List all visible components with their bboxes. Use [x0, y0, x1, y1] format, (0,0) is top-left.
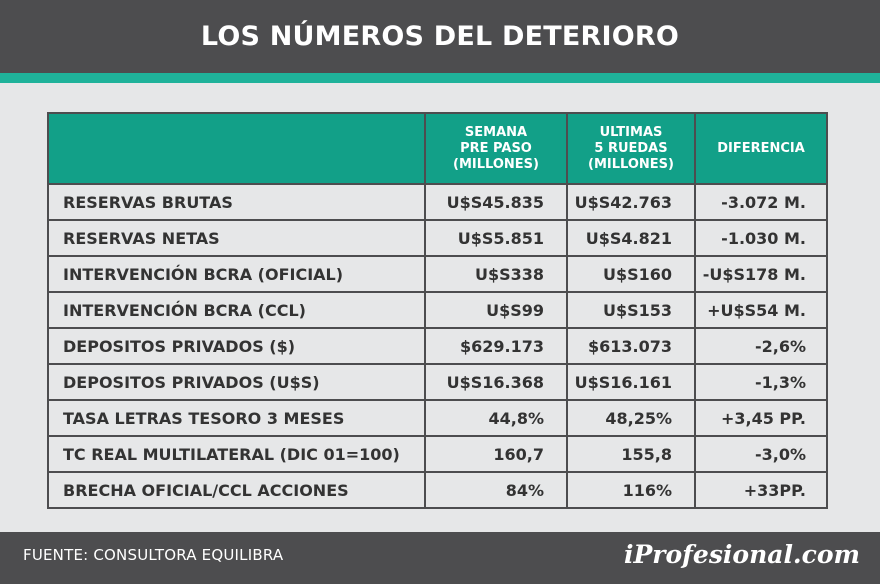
header-line: (MILLONES)	[453, 156, 539, 172]
value-pre-paso: $629.173	[424, 328, 568, 365]
header-cell-diferencia: DIFERENCIA	[694, 112, 828, 185]
header-line: SEMANA	[464, 124, 528, 140]
header-cell-pre-paso: SEMANA PRE PASO (MILLONES)	[424, 112, 568, 185]
value-pre-paso: 160,7	[424, 436, 568, 473]
value-ultimas: U$S4.821	[566, 220, 696, 257]
value-ultimas: U$S153	[566, 292, 696, 329]
page-title: LOS NÚMEROS DEL DETERIORO	[200, 21, 680, 52]
row-label: INTERVENCIÓN BCRA (OFICIAL)	[47, 256, 426, 293]
row-label: DEPOSITOS PRIVADOS ($)	[47, 328, 426, 365]
value-diferencia: -U$S178 M.	[694, 256, 828, 293]
value-ultimas: $613.073	[566, 328, 696, 365]
header-line: ULTIMAS	[599, 124, 663, 140]
header-cell-ultimas: ULTIMAS 5 RUEDAS (MILLONES)	[566, 112, 696, 185]
table-row: RESERVAS BRUTAS U$S45.835 U$S42.763 -3.072 …	[47, 184, 828, 221]
data-table: SEMANA PRE PASO (MILLONES) ULTIMAS 5 RUEDAS…	[47, 112, 828, 509]
value-pre-paso: 84%	[424, 472, 568, 509]
row-label: DEPOSITOS PRIVADOS (U$S)	[47, 364, 426, 401]
value-pre-paso: 44,8%	[424, 400, 568, 437]
value-diferencia: -1,3%	[694, 364, 828, 401]
data-table-container: SEMANA PRE PASO (MILLONES) ULTIMAS 5 RUEDAS…	[47, 112, 828, 509]
table-row: INTERVENCIÓN BCRA (CCL) U$S99 U$S153 +U$S54…	[47, 292, 828, 329]
value-ultimas: U$S160	[566, 256, 696, 293]
footer-bar: FUENTE: CONSULTORA EQUILIBRA iProfesiona…	[0, 532, 880, 584]
table-row: INTERVENCIÓN BCRA (OFICIAL) U$S338 U$S160-…	[47, 256, 828, 293]
row-label: RESERVAS BRUTAS	[47, 184, 426, 221]
value-ultimas: 48,25%	[566, 400, 696, 437]
header-banner: LOS NÚMEROS DEL DETERIORO	[0, 0, 880, 73]
value-diferencia: +33PP.	[694, 472, 828, 509]
table-row: DEPOSITOS PRIVADOS ($) $629.173 $613.073 -2…	[47, 328, 828, 365]
row-label: RESERVAS NETAS	[47, 220, 426, 257]
table-header-row: SEMANA PRE PASO (MILLONES) ULTIMAS 5 RUEDAS…	[47, 112, 828, 185]
row-label: BRECHA OFICIAL/CCL ACCIONES	[47, 472, 426, 509]
value-ultimas: 116%	[566, 472, 696, 509]
value-ultimas: U$S42.763	[566, 184, 696, 221]
value-ultimas: U$S16.161	[566, 364, 696, 401]
source-note: FUENTE: CONSULTORA EQUILIBRA	[23, 546, 284, 564]
value-diferencia: -3.072 M.	[694, 184, 828, 221]
row-label: TC REAL MULTILATERAL (DIC 01=100)	[47, 436, 426, 473]
value-diferencia: -1.030 M.	[694, 220, 828, 257]
value-pre-paso: U$S16.368	[424, 364, 568, 401]
table-row: TASA LETRAS TESORO 3 MESES 44,8% 48,25% +3,…	[47, 400, 828, 437]
value-diferencia: -3,0%	[694, 436, 828, 473]
row-label: INTERVENCIÓN BCRA (CCL)	[47, 292, 426, 329]
value-diferencia: +3,45 PP.	[694, 400, 828, 437]
table-row: TC REAL MULTILATERAL (DIC 01=100) 160,7 15…	[47, 436, 828, 473]
table-body: RESERVAS BRUTAS U$S45.835 U$S42.763 -3.072 …	[47, 184, 828, 509]
table-row: RESERVAS NETAS U$S5.851 U$S4.821 -1.030 M.	[47, 220, 828, 257]
header-cell-label	[47, 112, 426, 185]
value-pre-paso: U$S45.835	[424, 184, 568, 221]
value-diferencia: -2,6%	[694, 328, 828, 365]
brand-logo: iProfesional.com	[624, 540, 860, 569]
header-line: DIFERENCIA	[717, 140, 805, 156]
header-line: (MILLONES)	[588, 156, 674, 172]
accent-divider	[0, 73, 880, 83]
row-label: TASA LETRAS TESORO 3 MESES	[47, 400, 426, 437]
table-row: DEPOSITOS PRIVADOS (U$S) U$S16.368 U$S16.1…	[47, 364, 828, 401]
value-diferencia: +U$S54 M.	[694, 292, 828, 329]
value-pre-paso: U$S5.851	[424, 220, 568, 257]
value-pre-paso: U$S99	[424, 292, 568, 329]
value-ultimas: 155,8	[566, 436, 696, 473]
header-line: 5 RUEDAS	[594, 140, 668, 156]
header-line: PRE PASO	[460, 140, 532, 156]
value-pre-paso: U$S338	[424, 256, 568, 293]
table-row: BRECHA OFICIAL/CCL ACCIONES 84% 116% +33PP.	[47, 472, 828, 509]
